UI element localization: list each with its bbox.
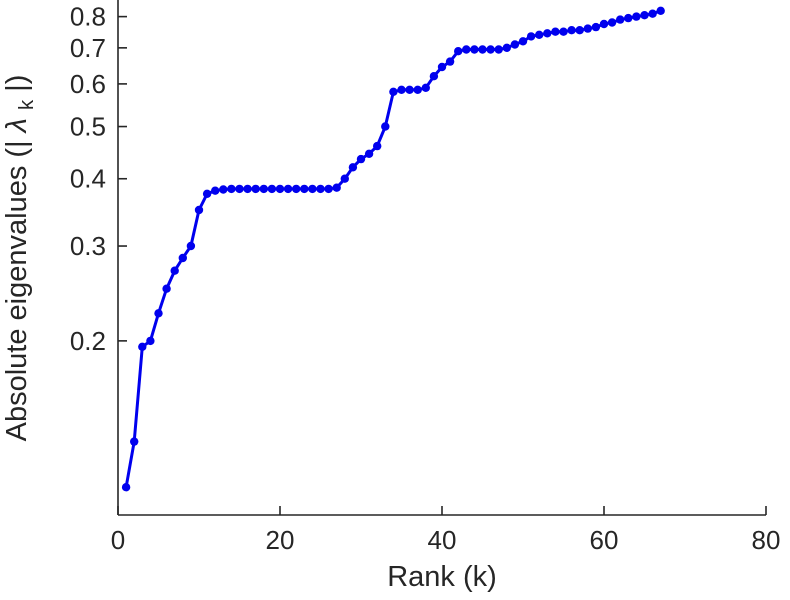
- axes-layer: 0 20 40 60 80 0.2 0.3 0.4 0.5 0.6 0.70.8: [70, 0, 781, 555]
- data-point-marker: [381, 122, 390, 131]
- y-tick-label: 0.5: [70, 112, 106, 142]
- data-point-marker: [559, 27, 568, 36]
- y-axis-label: Absolute eigenvalues (| λ k |): [1, 75, 40, 442]
- data-point-marker: [130, 437, 139, 446]
- eigenvalue-series: [121, 6, 665, 492]
- y-axis-label-prefix: Absolute eigenvalues (|: [1, 132, 33, 441]
- data-point-marker: [243, 184, 252, 194]
- data-point-marker: [316, 184, 325, 194]
- data-point-marker: [429, 72, 439, 81]
- data-point-marker: [535, 30, 544, 39]
- data-point-marker: [170, 266, 179, 275]
- data-point-marker: [154, 309, 163, 318]
- data-point-marker: [624, 13, 633, 23]
- y-tick-label: 0.3: [70, 231, 106, 261]
- data-point-marker: [340, 174, 349, 183]
- data-point-marker: [211, 186, 220, 195]
- data-point-marker: [575, 26, 584, 35]
- data-point-marker: [591, 22, 601, 32]
- data-point-marker: [194, 205, 204, 215]
- data-point-marker: [413, 85, 422, 95]
- data-point-marker: [283, 184, 293, 194]
- x-tick-label: 0: [111, 525, 125, 555]
- data-point-marker: [421, 83, 430, 93]
- x-tick-label: 20: [266, 525, 295, 555]
- data-point-marker: [494, 45, 503, 54]
- data-point-marker: [502, 43, 511, 52]
- y-axis-label-suffix: |): [1, 75, 33, 92]
- data-point-marker: [389, 87, 398, 97]
- data-point-marker: [332, 183, 341, 192]
- data-point-marker: [146, 336, 155, 346]
- data-point-marker: [405, 85, 414, 95]
- data-point-marker: [551, 27, 560, 36]
- data-point-marker: [454, 47, 463, 56]
- data-point-marker: [292, 184, 301, 194]
- y-tick-label: 0.8: [70, 2, 106, 32]
- y-tick-label: 0.7: [70, 33, 106, 63]
- data-point-marker: [445, 57, 455, 66]
- y-axis-label-subscript: k: [16, 99, 38, 110]
- data-point-marker: [437, 62, 447, 72]
- data-point-marker: [267, 184, 277, 194]
- x-tick-label: 60: [590, 525, 619, 555]
- data-point-marker: [259, 184, 268, 194]
- data-point-marker: [640, 11, 649, 20]
- data-point-marker: [567, 26, 576, 35]
- data-point-marker: [632, 12, 641, 21]
- data-point-marker: [648, 9, 657, 18]
- data-point-marker: [186, 241, 196, 251]
- y-tick-label: 0.2: [70, 326, 106, 356]
- data-point-marker: [656, 6, 665, 15]
- data-point-marker: [178, 253, 187, 263]
- data-point-marker: [219, 185, 228, 194]
- data-point-marker: [397, 85, 406, 95]
- data-point-marker: [510, 40, 520, 49]
- lambda-symbol: λ: [1, 118, 33, 134]
- series-line: [124, 9, 663, 489]
- data-point-marker: [599, 19, 609, 29]
- data-point-marker: [616, 15, 625, 24]
- data-point-marker: [324, 184, 333, 194]
- data-point-marker: [518, 37, 528, 46]
- data-point-marker: [486, 45, 495, 54]
- data-point-marker: [356, 154, 366, 164]
- data-point-marker: [235, 184, 244, 194]
- data-point-marker: [138, 342, 147, 351]
- data-point-marker: [543, 29, 552, 38]
- x-axis-label: Rank (k): [387, 561, 497, 593]
- data-point-marker: [583, 24, 592, 33]
- x-tick-label: 80: [752, 525, 781, 555]
- data-point-marker: [275, 184, 285, 194]
- data-point-marker: [162, 284, 171, 293]
- data-point-marker: [227, 184, 236, 194]
- data-point-marker: [364, 149, 374, 158]
- x-tick-label: 40: [428, 525, 457, 555]
- data-point-marker: [202, 189, 212, 198]
- data-point-marker: [348, 163, 358, 172]
- data-point-marker: [308, 184, 317, 194]
- data-point-marker: [478, 45, 487, 54]
- y-tick-label: 0.6: [70, 69, 106, 99]
- data-point-marker: [607, 18, 617, 27]
- data-point-marker: [373, 141, 382, 151]
- data-point-marker: [251, 184, 260, 194]
- data-point-marker: [470, 45, 479, 54]
- y-tick-label: 0.4: [70, 164, 106, 194]
- data-point-marker: [462, 45, 471, 54]
- data-point-marker: [526, 32, 536, 41]
- data-point-marker: [300, 184, 309, 194]
- data-point-marker: [121, 483, 131, 492]
